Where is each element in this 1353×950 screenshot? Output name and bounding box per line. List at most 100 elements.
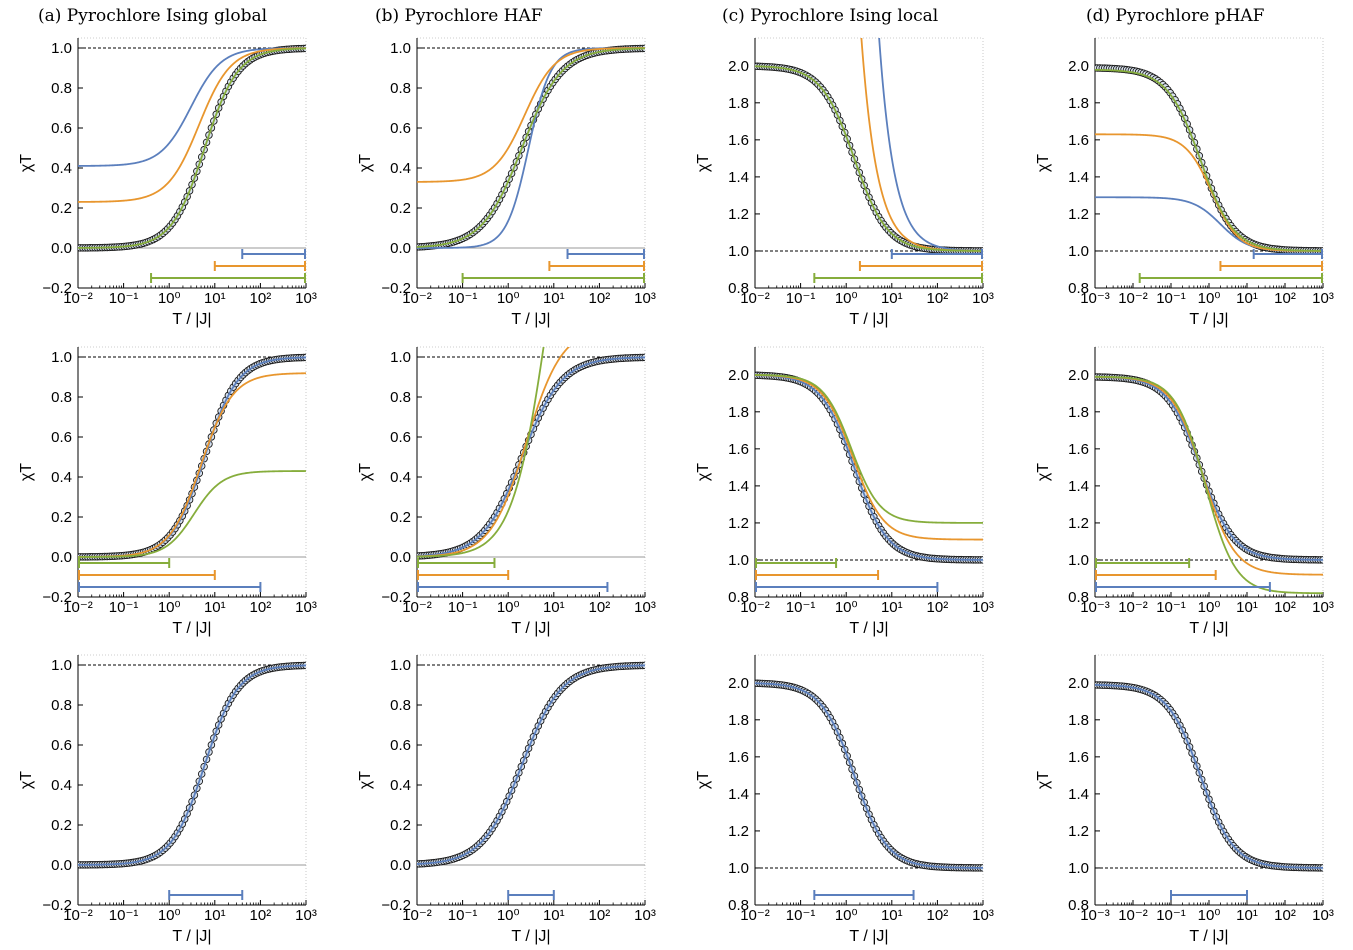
model-curve-blue xyxy=(417,47,645,249)
y-axis-label: χT xyxy=(695,463,712,481)
panel-b2: 10⁻² 10⁻¹ 10⁰ 10¹ 10² 10³ −0.2 0.0 0.2 0.4 0.6 0.8 1… xyxy=(357,346,656,637)
x-tick-label: 10³ xyxy=(972,290,994,307)
y-tick-label: −0.2 xyxy=(42,280,72,297)
y-axis-label: χT xyxy=(1035,463,1052,481)
column-title-d: (d) Pyrochlore pHAF xyxy=(1086,6,1265,26)
x-tick-label: 10⁻³ xyxy=(1080,599,1110,616)
y-tick-label: 0.4 xyxy=(51,160,72,177)
y-tick-label: 1.4 xyxy=(1068,169,1089,186)
model-curve-green xyxy=(417,347,545,558)
x-tick-label: 10⁻² xyxy=(402,290,432,307)
y-tick-label: 0.8 xyxy=(1068,897,1089,914)
y-tick-label: 1.0 xyxy=(390,349,411,366)
y-tick-label: 1.4 xyxy=(728,478,749,495)
x-tick-label: 10⁰ xyxy=(497,290,520,307)
fit-range-green xyxy=(755,558,838,568)
y-tick-label: 1.4 xyxy=(1068,478,1089,495)
y-tick-label: 0.6 xyxy=(390,737,411,754)
x-tick-label: 10² xyxy=(927,907,949,924)
y-tick-label: 0.6 xyxy=(390,429,411,446)
model-curve-blue xyxy=(417,664,645,865)
y-tick-label: 1.2 xyxy=(1068,823,1089,840)
x-tick-label: 10⁰ xyxy=(835,599,858,616)
x-tick-label: 10⁻¹ xyxy=(109,599,139,616)
x-tick-label: 10³ xyxy=(972,599,994,616)
x-tick-label: 10⁻³ xyxy=(1080,290,1110,307)
panel-d1: 10⁻³ 10⁻² 10⁻¹ 10⁰ 10¹ 10² 10³ 0.8 1.0 1.2 1.4 1.6 1… xyxy=(1035,37,1334,328)
x-tick-label: 10⁻² xyxy=(740,290,770,307)
x-tick-label: 10¹ xyxy=(881,907,903,924)
x-tick-label: 10⁻¹ xyxy=(1156,599,1186,616)
y-tick-label: 2.0 xyxy=(728,675,749,692)
model-curve-green xyxy=(755,374,983,524)
x-tick-label: 10³ xyxy=(1312,290,1334,307)
plot-area xyxy=(1095,681,1323,872)
column-title-a: (a) Pyrochlore Ising global xyxy=(38,6,268,26)
y-tick-label: 1.8 xyxy=(728,404,749,421)
x-tick-label: 10³ xyxy=(634,907,656,924)
y-tick-label: 1.2 xyxy=(728,206,749,223)
x-tick-label: 10⁰ xyxy=(1198,599,1221,616)
fit-range-orange xyxy=(548,261,645,271)
x-tick-label: 10⁻¹ xyxy=(109,907,139,924)
x-tick-label: 10⁻² xyxy=(63,290,93,307)
x-tick-label: 10⁻¹ xyxy=(448,290,478,307)
x-axis-label: T / |J| xyxy=(849,311,888,328)
fit-range-blue xyxy=(241,249,306,259)
y-axis-label: χT xyxy=(695,771,712,789)
model-curve-green xyxy=(417,47,645,248)
x-tick-label: 10¹ xyxy=(1236,599,1258,616)
y-tick-label: 0.0 xyxy=(390,857,411,874)
x-axis-label: T / |J| xyxy=(849,620,888,637)
y-tick-label: 1.4 xyxy=(728,169,749,186)
x-tick-label: 10² xyxy=(589,290,611,307)
model-curve-orange xyxy=(755,374,983,541)
x-tick-label: 10⁻² xyxy=(63,599,93,616)
panel-c2: 10⁻² 10⁻¹ 10⁰ 10¹ 10² 10³ 0.8 1.0 1.2 1.4 1.6 1.8 2.… xyxy=(695,346,994,637)
x-tick-label: 10⁰ xyxy=(158,599,181,616)
panel-d3: 10⁻³ 10⁻² 10⁻¹ 10⁰ 10¹ 10² 10³ 0.8 1.0 1.2 1.4 1.6 1… xyxy=(1035,654,1334,945)
x-tick-label: 10¹ xyxy=(543,599,565,616)
model-curve-green xyxy=(78,470,306,558)
x-axis-label: T / |J| xyxy=(511,311,550,328)
y-tick-label: 0.8 xyxy=(728,280,749,297)
y-tick-label: −0.2 xyxy=(42,589,72,606)
y-axis-label: χT xyxy=(1035,154,1052,172)
x-tick-label: 10⁰ xyxy=(158,290,181,307)
x-tick-label: 10² xyxy=(1274,907,1296,924)
plot-area xyxy=(1095,64,1323,255)
y-tick-label: −0.2 xyxy=(381,280,411,297)
y-axis-label: χT xyxy=(18,154,35,172)
model-curve-blue xyxy=(755,682,983,869)
y-axis-label: χT xyxy=(357,771,374,789)
x-tick-label: 10³ xyxy=(634,290,656,307)
x-axis-label: T / |J| xyxy=(1189,620,1228,637)
model-curve-blue xyxy=(755,374,983,561)
fit-range-green xyxy=(1095,558,1191,568)
y-tick-label: 1.0 xyxy=(728,860,749,877)
plot-area xyxy=(755,679,983,872)
y-tick-label: 1.0 xyxy=(51,349,72,366)
fit-range-blue xyxy=(168,890,244,900)
x-tick-label: 10² xyxy=(250,290,272,307)
panel-c1: 10⁻² 10⁻¹ 10⁰ 10¹ 10² 10³ 0.8 1.0 1.2 1.4 1.6 1.8 2.… xyxy=(695,37,994,328)
plot-frame xyxy=(416,654,646,906)
x-axis-label: T / |J| xyxy=(1189,311,1228,328)
fit-range-blue xyxy=(566,249,645,259)
fit-range-green xyxy=(461,273,645,283)
y-tick-label: 1.2 xyxy=(1068,515,1089,532)
y-tick-label: 0.2 xyxy=(51,817,72,834)
x-tick-label: 10² xyxy=(1274,290,1296,307)
y-tick-label: 0.2 xyxy=(390,200,411,217)
y-tick-label: 1.8 xyxy=(1068,95,1089,112)
x-tick-label: 10⁻² xyxy=(740,599,770,616)
x-tick-label: 10³ xyxy=(1312,907,1334,924)
plot-area xyxy=(1095,373,1323,595)
y-axis-label: χT xyxy=(18,463,35,481)
y-tick-label: 0.8 xyxy=(390,80,411,97)
fit-range-blue xyxy=(417,582,609,592)
y-tick-label: 1.0 xyxy=(728,243,749,260)
y-axis-label: χT xyxy=(357,154,374,172)
